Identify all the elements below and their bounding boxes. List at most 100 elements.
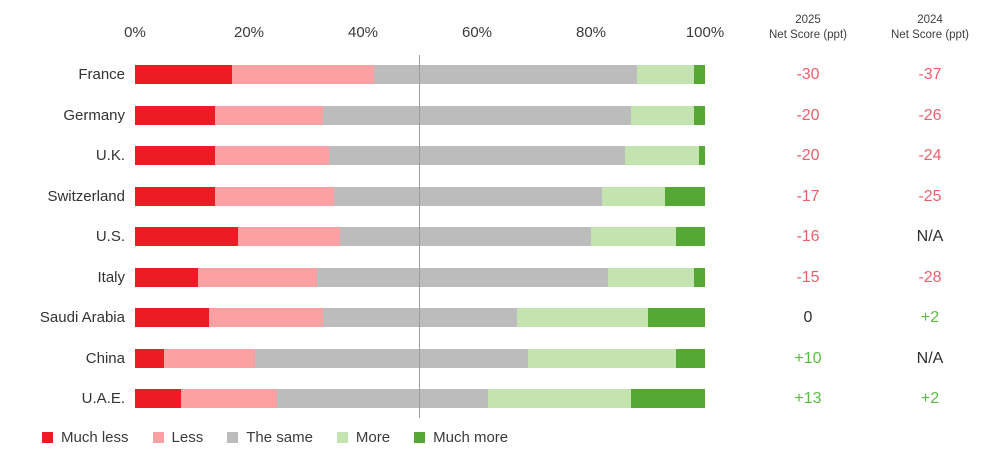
- legend: Much less Less The same More Much more: [42, 429, 508, 446]
- bar-segment-the-same: [323, 105, 631, 125]
- bar-segment-more: [528, 348, 677, 368]
- bar-segment-the-same: [334, 186, 603, 206]
- country-label: U.A.E.: [81, 390, 125, 407]
- bar-row: Italy -15 -28: [0, 267, 999, 287]
- country-label: Germany: [63, 106, 125, 124]
- x-axis-tick-label: 80%: [575, 24, 607, 41]
- legend-item: Much less: [42, 429, 129, 446]
- bar-segment-much-more: [647, 308, 705, 327]
- bar-segment-the-same: [277, 389, 489, 408]
- x-axis-tick-label: 0%: [124, 24, 146, 41]
- bar-segment-more: [625, 146, 700, 165]
- net-score-2024-caption: Net Score (ppt): [891, 28, 969, 41]
- net-score-2025-value: 0: [803, 309, 813, 326]
- bar-segment-much-more: [676, 227, 705, 246]
- country-label: Italy: [97, 268, 125, 286]
- stacked-bar: [135, 348, 705, 368]
- net-score-2024-value: N/A: [916, 228, 944, 245]
- x-axis-tick-label: 20%: [233, 24, 265, 41]
- net-score-2024-value: -25: [918, 187, 942, 205]
- bar-row: U.K. -20 -24: [0, 146, 999, 165]
- legend-swatch-icon: [152, 432, 164, 443]
- bar-segment-much-less: [135, 105, 215, 125]
- net-score-2025-value: -17: [796, 187, 820, 205]
- net-score-2025-value: -20: [796, 106, 820, 124]
- net-score-2025-value: -16: [796, 228, 820, 245]
- country-label: China: [85, 349, 125, 367]
- stacked-bar: [135, 267, 705, 287]
- bar-segment-the-same: [317, 267, 609, 287]
- bar-segment-less: [209, 308, 324, 327]
- bar-segment-less: [214, 146, 329, 165]
- bar-segment-less: [214, 186, 335, 206]
- bar-segment-less: [180, 389, 278, 408]
- bar-segment-much-less: [135, 186, 215, 206]
- net-score-2024-value: -37: [918, 66, 942, 83]
- net-score-2025-value: +10: [794, 349, 822, 367]
- net-score-2024-value: +2: [920, 390, 940, 407]
- net-score-2024-value: +2: [920, 309, 940, 326]
- bar-segment-the-same: [374, 65, 637, 84]
- bar-row: Germany -20 -26: [0, 105, 999, 125]
- stacked-bar: [135, 227, 705, 246]
- legend-swatch-icon: [227, 432, 239, 443]
- bar-segment-much-more: [693, 267, 705, 287]
- net-score-2024-year: 2024: [917, 14, 943, 26]
- fifty-percent-reference-line: [419, 55, 420, 418]
- legend-swatch-icon: [414, 432, 426, 443]
- net-score-2024-header: 2024 Net Score (ppt): [870, 13, 990, 43]
- bar-segment-more: [636, 65, 694, 84]
- legend-label: Much more: [433, 429, 509, 446]
- bar-row: U.A.E. +13 +2: [0, 389, 999, 408]
- bar-segment-much-less: [135, 348, 164, 368]
- net-score-2025-caption: Net Score (ppt): [769, 28, 847, 41]
- x-axis-tick-label: 60%: [461, 24, 493, 41]
- stacked-bar: [135, 186, 705, 206]
- net-score-2025-header: 2025 Net Score (ppt): [748, 13, 868, 43]
- bar-segment-much-less: [135, 308, 210, 327]
- bar-segment-much-more: [665, 186, 705, 206]
- legend-label: More: [355, 429, 391, 446]
- bar-segment-more: [608, 267, 694, 287]
- bar-segment-less: [231, 65, 375, 84]
- legend-item: More: [336, 429, 391, 446]
- bar-segment-much-less: [135, 65, 232, 84]
- x-axis-tick-label: 40%: [347, 24, 379, 41]
- legend-swatch-icon: [336, 432, 348, 443]
- legend-item: Less: [152, 429, 204, 446]
- net-score-2024-value: -24: [918, 147, 942, 164]
- stacked-bar: [135, 389, 705, 408]
- net-score-2025-year: 2025: [795, 14, 821, 26]
- net-score-2025-value: -30: [796, 66, 820, 83]
- bar-segment-much-more: [630, 389, 705, 408]
- bar-segment-much-more: [699, 146, 705, 165]
- bar-segment-much-more: [693, 65, 705, 84]
- net-score-2025-value: +13: [794, 390, 822, 407]
- bar-segment-more: [590, 227, 677, 246]
- net-score-2025-value: -20: [796, 147, 820, 164]
- stacked-bar: [135, 105, 705, 125]
- bar-segment-much-more: [676, 348, 705, 368]
- net-score-2024-value: N/A: [916, 349, 944, 367]
- bar-row: China +10 N/A: [0, 348, 999, 368]
- bar-row: Saudi Arabia 0 +2: [0, 308, 999, 327]
- bar-segment-less: [163, 348, 255, 368]
- country-label: Switzerland: [47, 187, 125, 205]
- legend-item: The same: [227, 429, 313, 446]
- stacked-bar: [135, 65, 705, 84]
- bar-segment-more: [630, 105, 694, 125]
- bar-segment-less: [237, 227, 341, 246]
- bar-row: U.S. -16 N/A: [0, 227, 999, 246]
- bar-row: France -30 -37: [0, 65, 999, 84]
- stacked-bar: [135, 146, 705, 165]
- net-score-2025-value: -15: [796, 268, 820, 286]
- legend-item: Much more: [414, 429, 508, 446]
- bar-segment-much-more: [693, 105, 705, 125]
- legend-label: Less: [171, 429, 204, 446]
- bar-segment-more: [602, 186, 666, 206]
- bar-segment-the-same: [254, 348, 529, 368]
- bar-segment-much-less: [135, 227, 238, 246]
- legend-label: Much less: [61, 429, 129, 446]
- bar-segment-the-same: [328, 146, 626, 165]
